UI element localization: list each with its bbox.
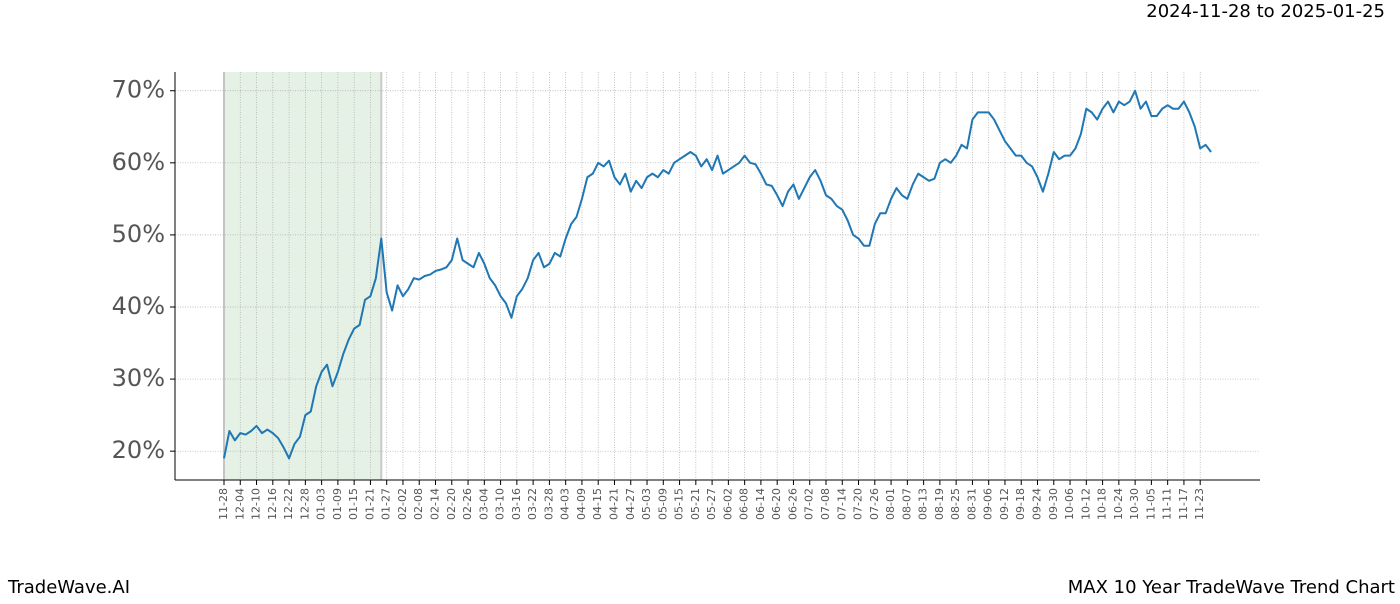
x-tick-label: 09-18 [1014, 488, 1027, 520]
x-tick-label: 06-26 [786, 488, 799, 520]
x-tick-label: 04-15 [591, 488, 604, 520]
x-tick-label: 12-28 [298, 488, 311, 520]
x-tick-label: 09-30 [1047, 488, 1060, 520]
x-tick-label: 12-04 [233, 488, 246, 520]
highlight-band [224, 72, 382, 480]
x-tick-label: 01-15 [347, 488, 360, 520]
x-tick-label: 04-27 [624, 488, 637, 520]
x-tick-label: 03-10 [494, 488, 507, 520]
x-tick-label: 12-10 [250, 488, 263, 520]
x-tick-label: 11-17 [1177, 488, 1190, 520]
x-tick-label: 05-21 [689, 488, 702, 520]
x-tick-label: 12-22 [282, 488, 295, 520]
x-tick-label: 12-16 [266, 488, 279, 520]
x-tick-label: 09-06 [982, 488, 995, 520]
x-tick-label: 07-20 [852, 488, 865, 520]
x-tick-label: 02-02 [396, 488, 409, 520]
trend-line [223, 89, 1212, 460]
y-tick-label: 70% [112, 76, 165, 104]
x-tick-label: 03-28 [542, 488, 555, 520]
subtitle: 2024-11-28 to 2025-01-25 [1146, 1, 1385, 22]
x-tick-label: 01-21 [363, 488, 376, 520]
x-tick-label: 10-06 [1063, 488, 1076, 520]
x-tick-label: 05-03 [640, 488, 653, 520]
x-tick-label: 09-24 [1031, 488, 1044, 520]
footer-left: TradeWave.AI [7, 577, 130, 598]
x-tick-label: 07-14 [835, 488, 848, 520]
x-tick-label: 06-14 [754, 488, 767, 520]
x-tick-label: 08-19 [933, 488, 946, 520]
x-tick-label: 07-02 [803, 488, 816, 520]
x-tick-label: 08-01 [884, 488, 897, 520]
x-tick-label: 01-27 [380, 488, 393, 520]
x-tick-label: 10-30 [1128, 488, 1141, 520]
y-tick-label: 30% [112, 364, 165, 392]
x-tick-label: 08-31 [965, 488, 978, 520]
x-tick-label: 06-02 [721, 488, 734, 520]
x-tick-label: 05-15 [673, 488, 686, 520]
x-tick-label: 01-09 [331, 488, 344, 520]
footer-right: MAX 10 Year TradeWave Trend Chart [1068, 577, 1395, 598]
x-tick-label: 03-04 [477, 488, 490, 520]
x-tick-label: 02-14 [429, 488, 442, 520]
x-tick-label: 06-08 [738, 488, 751, 520]
y-tick-label: 20% [112, 436, 165, 464]
x-tick-label: 05-09 [656, 488, 669, 520]
y-tick-label: 50% [112, 220, 165, 248]
x-tick-label: 03-22 [526, 488, 539, 520]
x-tick-label: 11-05 [1144, 488, 1157, 520]
x-tick-label: 01-03 [315, 488, 328, 520]
y-tick-label: 40% [112, 292, 165, 320]
x-tick-label: 02-26 [461, 488, 474, 520]
x-tick-label: 04-09 [575, 488, 588, 520]
x-tick-label: 08-07 [900, 488, 913, 520]
x-tick-label: 11-11 [1161, 488, 1174, 520]
x-tick-label: 04-21 [607, 488, 620, 520]
x-tick-label: 08-13 [917, 488, 930, 520]
x-tick-label: 09-12 [998, 488, 1011, 520]
x-tick-label: 10-18 [1096, 488, 1109, 520]
y-tick-label: 60% [112, 148, 165, 176]
x-tick-label: 07-08 [819, 488, 832, 520]
x-tick-label: 06-20 [770, 488, 783, 520]
x-tick-label: 07-26 [868, 488, 881, 520]
x-tick-label: 03-16 [510, 488, 523, 520]
x-tick-label: 11-28 [217, 488, 230, 520]
x-tick-label: 04-03 [559, 488, 572, 520]
x-tick-label: 11-23 [1193, 488, 1206, 520]
x-tick-label: 08-25 [949, 488, 962, 520]
x-tick-label: 05-27 [705, 488, 718, 520]
x-tick-label: 10-12 [1079, 488, 1092, 520]
x-tick-label: 02-20 [445, 488, 458, 520]
x-tick-label: 10-24 [1112, 488, 1125, 520]
x-tick-label: 02-08 [412, 488, 425, 520]
